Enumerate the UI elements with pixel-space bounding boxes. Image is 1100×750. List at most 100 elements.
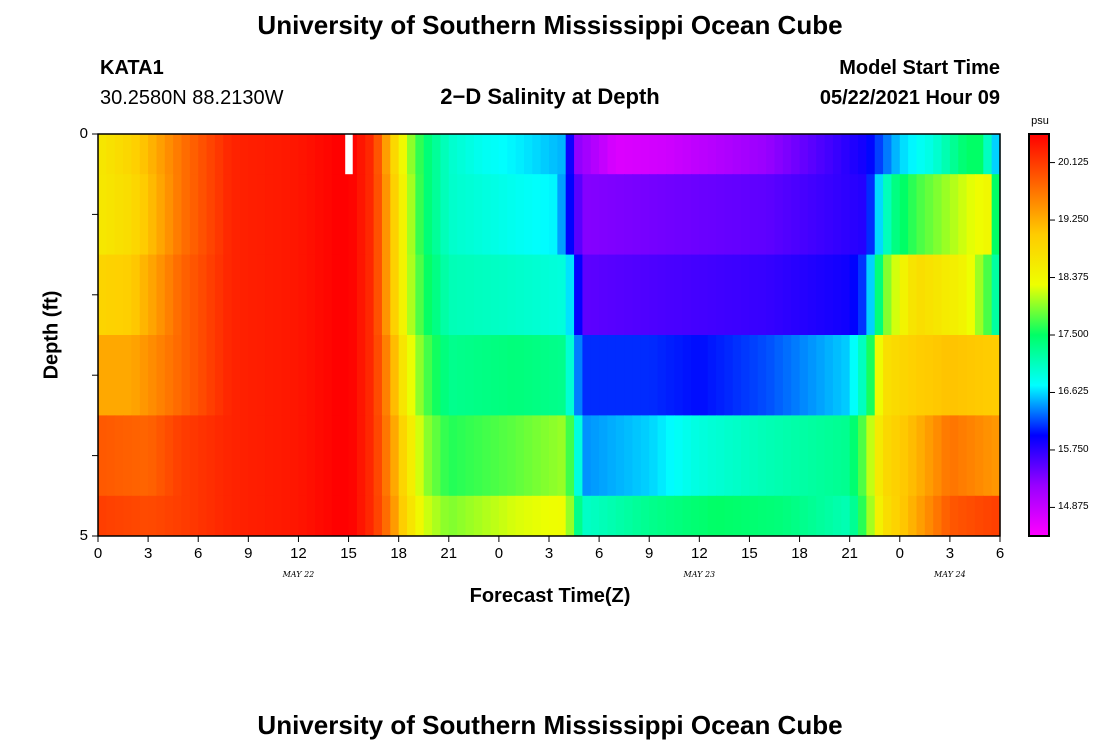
heatmap-cell — [874, 415, 884, 497]
heatmap-cell — [724, 174, 734, 255]
heatmap-cell — [574, 335, 584, 416]
heatmap-cell — [690, 174, 700, 255]
heatmap-cell — [741, 415, 751, 497]
heatmap-cell — [131, 174, 141, 255]
heatmap-cell — [599, 254, 609, 336]
heatmap-cell — [891, 134, 901, 175]
heatmap-cell — [632, 415, 642, 497]
heatmap-cell — [933, 495, 943, 537]
heatmap-cell — [189, 174, 199, 255]
heatmap-cell — [707, 134, 717, 175]
heatmap-cell — [248, 254, 258, 336]
heatmap-cell — [507, 134, 517, 175]
heatmap-cell — [323, 254, 333, 336]
heatmap-cell — [874, 495, 884, 537]
heatmap-cell — [899, 415, 909, 497]
colorbar-tick-label: 18.375 — [1058, 271, 1089, 283]
heatmap-cell — [732, 134, 742, 175]
heatmap-cell — [123, 134, 133, 175]
heatmap-cell — [607, 335, 617, 416]
heatmap-cell — [866, 174, 876, 255]
heatmap-cell — [315, 415, 325, 497]
heatmap-cell — [674, 134, 684, 175]
colorbar-tick-label: 16.625 — [1058, 386, 1089, 398]
heatmap-cell — [883, 495, 893, 537]
heatmap-cell — [908, 335, 918, 416]
heatmap-cell — [724, 495, 734, 537]
heatmap-cell — [273, 254, 283, 336]
heatmap-cell — [248, 335, 258, 416]
heatmap-cell — [799, 254, 809, 336]
heatmap-cell — [757, 415, 767, 497]
heatmap-cell — [523, 415, 533, 497]
heatmap-cell — [707, 415, 717, 497]
x-tick-label: 9 — [244, 545, 253, 562]
heatmap-cell — [966, 335, 976, 416]
heatmap-cell — [841, 254, 851, 336]
heatmap-cell — [423, 174, 433, 255]
heatmap-cell — [590, 415, 600, 497]
heatmap-cell — [348, 495, 358, 537]
heatmap-cell — [933, 415, 943, 497]
heatmap-cell — [231, 495, 241, 537]
heatmap-cell — [883, 335, 893, 416]
heatmap-cell — [949, 335, 959, 416]
model-start-label: Model Start Time — [839, 57, 1000, 79]
heatmap-cell — [699, 254, 709, 336]
heatmap-cell — [632, 335, 642, 416]
heatmap-cell — [356, 415, 366, 497]
heatmap-cell — [465, 335, 475, 416]
heatmap-cell — [482, 134, 492, 175]
heatmap-cell — [306, 134, 316, 175]
heatmap-cell — [774, 495, 784, 537]
heatmap-cell — [356, 335, 366, 416]
heatmap-cell — [148, 134, 158, 175]
heatmap-cell — [966, 254, 976, 336]
heatmap-cell — [791, 415, 801, 497]
heatmap-cell — [214, 335, 224, 416]
y-axis-label: Depth (ft) — [40, 290, 63, 380]
heatmap-cell — [816, 254, 826, 336]
heatmap-cell — [348, 415, 358, 497]
heatmap-cell — [156, 415, 166, 497]
heatmap-cell — [473, 415, 483, 497]
heatmap-cell — [574, 415, 584, 497]
heatmap-cell — [281, 174, 291, 255]
heatmap-cell — [858, 415, 867, 497]
heatmap-cell — [682, 134, 692, 175]
heatmap-cell — [657, 134, 667, 175]
heatmap-cell — [331, 335, 341, 416]
heatmap-cell — [498, 495, 508, 537]
heatmap-cell — [557, 415, 567, 497]
heatmap-cell — [607, 174, 617, 255]
heatmap-cell — [440, 134, 450, 175]
heatmap-cell — [206, 335, 216, 416]
heatmap-cell — [891, 335, 901, 416]
heatmap-cell — [265, 495, 274, 537]
heatmap-cell — [432, 415, 442, 497]
heatmap-cell — [348, 174, 358, 255]
heatmap-cell — [98, 254, 107, 336]
heatmap-cell — [515, 495, 525, 537]
heatmap-cell — [749, 254, 759, 336]
heatmap-cell — [549, 174, 558, 255]
heatmap-cell — [315, 134, 325, 175]
heatmap-cell — [465, 174, 475, 255]
heatmap-cell — [173, 254, 183, 336]
heatmap-cell — [724, 335, 734, 416]
heatmap-cell — [106, 415, 116, 497]
heatmap-cell — [198, 495, 208, 537]
heatmap-cell — [407, 495, 416, 537]
heatmap-cell — [482, 174, 492, 255]
heatmap-cell — [365, 415, 375, 497]
heatmap-cell — [540, 134, 550, 175]
heatmap-cell — [983, 415, 993, 497]
heatmap-cell — [106, 134, 116, 175]
heatmap-cell — [766, 134, 776, 175]
heatmap-cell — [390, 335, 400, 416]
heatmap-cell — [432, 335, 442, 416]
heatmap-cell — [941, 174, 951, 255]
heatmap-cell — [599, 415, 609, 497]
colorbar-ticks — [1049, 162, 1055, 508]
